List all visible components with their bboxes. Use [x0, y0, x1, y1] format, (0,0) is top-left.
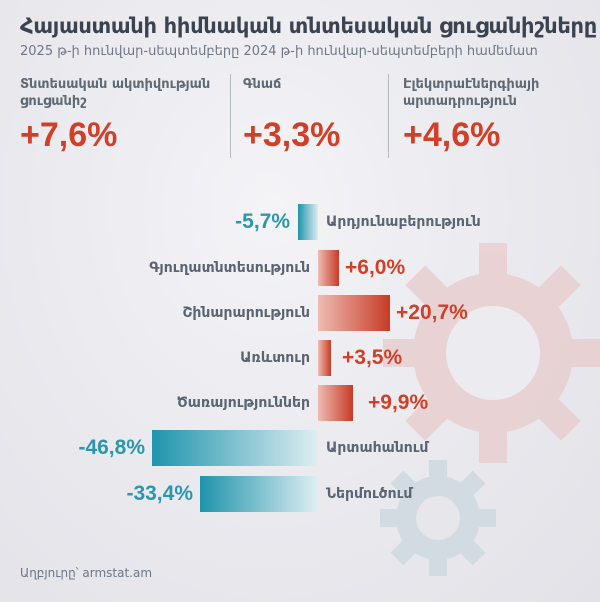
- bar-label: Շինարարություն: [182, 305, 310, 321]
- bar-value: -33,4%: [126, 482, 193, 505]
- kpi-label: Էլեկտրաէներգիայի արտադրություն: [403, 77, 540, 109]
- bar-label: Գյուղատնտեսություն: [149, 260, 310, 276]
- bar: [318, 250, 339, 286]
- bar: [318, 340, 331, 376]
- kpi-inflation: Գնաճ +3,3%: [243, 76, 383, 155]
- bar-label: Արդյունաբերություն: [326, 214, 481, 230]
- bar: [200, 476, 318, 512]
- bar-value: +9,9%: [368, 391, 429, 414]
- bar-value: +6,0%: [345, 256, 406, 279]
- divider: [230, 74, 231, 158]
- kpi-label: Տնտեսական ակտիվության ցուցանիշ: [20, 77, 211, 109]
- kpi-electricity: Էլեկտրաէներգիայի արտադրություն +4,6%: [403, 76, 593, 155]
- bar-label: Առևտուր: [240, 350, 310, 366]
- kpi-value: +4,6%: [403, 116, 501, 154]
- kpi-economic-activity: Տնտեսական ակտիվության ցուցանիշ +7,6%: [20, 76, 220, 155]
- page-title: Հայաստանի հիմնական տնտեսական ցուցանիշներ…: [20, 14, 597, 38]
- bar-value: -46,8%: [78, 436, 145, 459]
- bar: [318, 385, 353, 421]
- kpi-label: Գնաճ: [243, 77, 282, 92]
- bar: [318, 295, 390, 331]
- bar-value: +20,7%: [396, 301, 468, 324]
- bar-label: Արտահանում: [326, 440, 429, 456]
- source-note: Աղբյուրը՝ armstat.am: [20, 566, 153, 580]
- bar-label: Ներմուծում: [326, 486, 413, 502]
- bar-value: -5,7%: [235, 210, 290, 233]
- bar-label: Ծառայություններ: [176, 395, 310, 411]
- bar: [298, 204, 318, 240]
- gear-small-icon: [380, 460, 496, 576]
- bar-value: +3,5%: [342, 346, 403, 369]
- divider: [388, 74, 389, 158]
- kpi-value: +3,3%: [243, 116, 341, 154]
- bar: [152, 430, 318, 466]
- page-subtitle: 2025 թ-ի հունվար-սեպտեմբերը 2024 թ-ի հու…: [20, 44, 538, 59]
- gear-large-icon: [383, 243, 600, 463]
- kpi-value: +7,6%: [20, 116, 118, 154]
